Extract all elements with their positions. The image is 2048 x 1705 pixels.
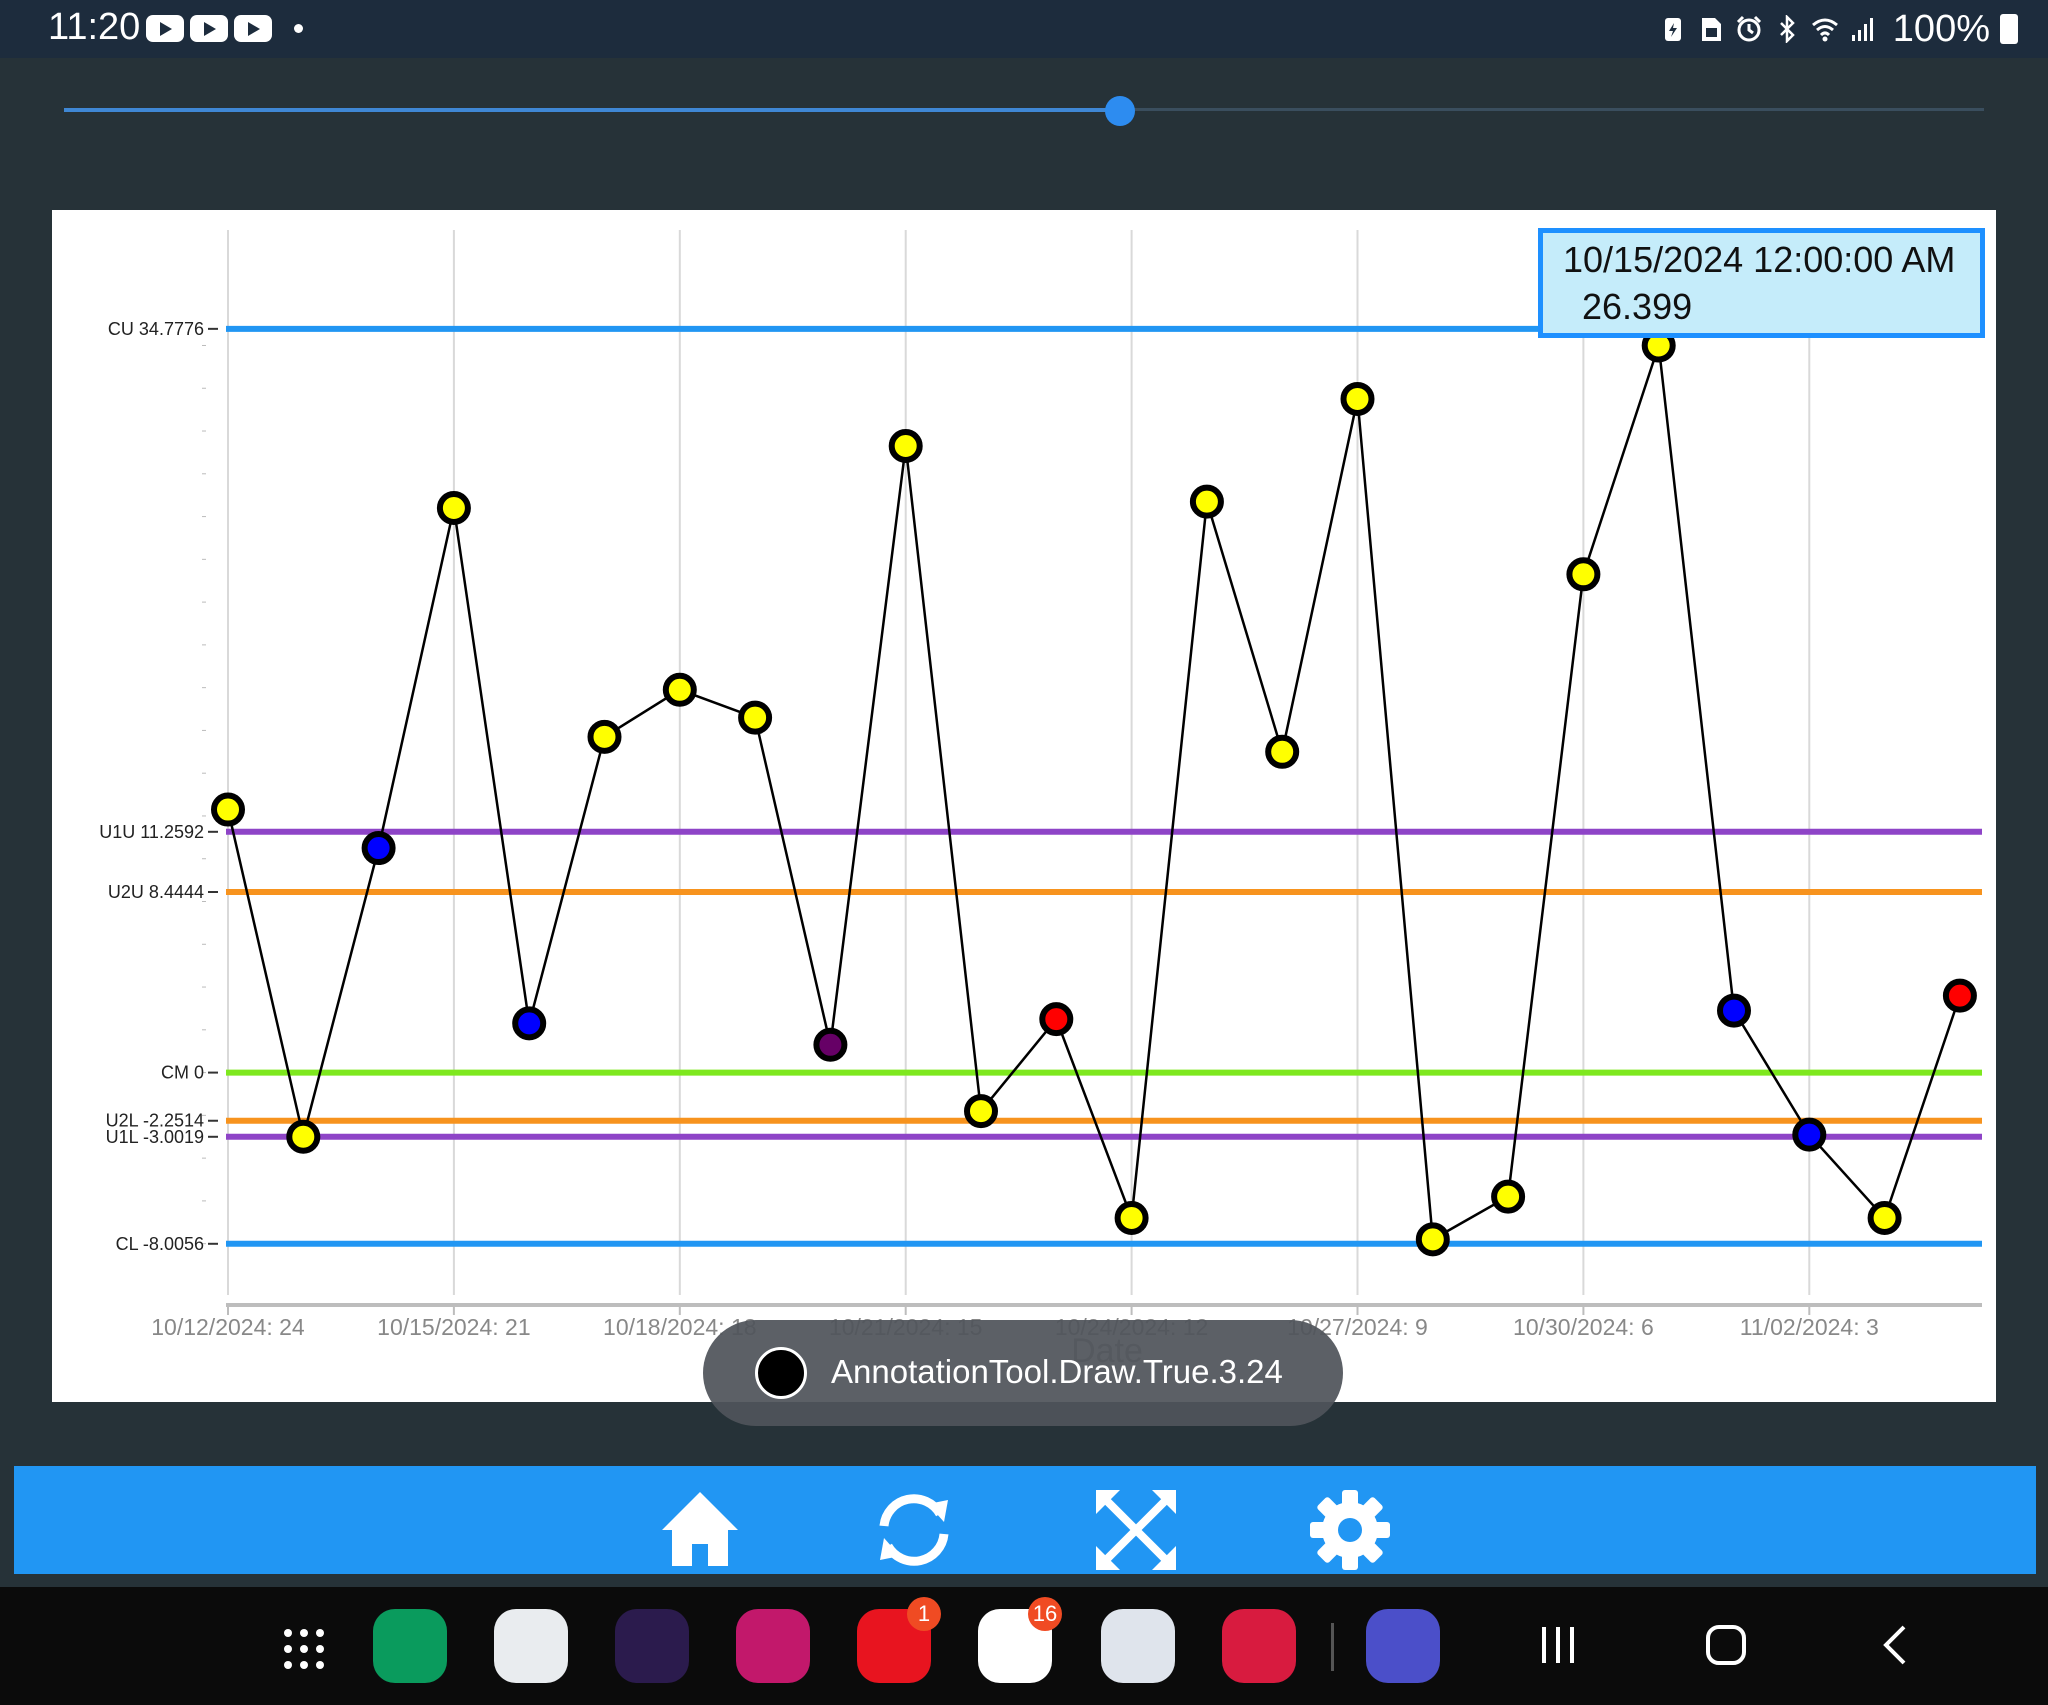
tooltip-value: 26.399: [1582, 286, 1693, 327]
data-point[interactable]: [662, 672, 697, 707]
notification-badge: 16: [1028, 1597, 1062, 1631]
data-point[interactable]: [1867, 1201, 1902, 1236]
data-point[interactable]: [1340, 381, 1375, 416]
data-point[interactable]: [738, 700, 773, 735]
status-time: 11:20: [48, 6, 141, 48]
data-point[interactable]: [1792, 1117, 1827, 1152]
x-tick-label: 11/02/2024: 3: [1740, 1314, 1879, 1340]
maps-app-icon[interactable]: [494, 1609, 568, 1683]
data-point[interactable]: [1265, 734, 1300, 769]
battery-icon: [2000, 14, 2018, 44]
data-point[interactable]: [813, 1027, 848, 1062]
control-line-label: U1L -3.0019: [106, 1127, 204, 1147]
home-icon[interactable]: [656, 1486, 744, 1574]
control-line-label: U2L -2.2514: [106, 1111, 204, 1131]
control-line-label: U2U 8.4444: [108, 882, 204, 902]
settings-icon[interactable]: [1306, 1486, 1394, 1574]
back-icon[interactable]: [1874, 1623, 1918, 1667]
data-point[interactable]: [964, 1094, 998, 1129]
phone-app-icon[interactable]: [373, 1609, 447, 1683]
messages-app-icon[interactable]: [1101, 1609, 1175, 1683]
control-chart-panel: CU 34.7776 U1U 11.2592 U2U 8.4444 CM 0 U2L -…: [52, 210, 1996, 1402]
tooltip-date: 10/15/2024 12:00:00 AM: [1563, 239, 1956, 280]
fullscreen-icon[interactable]: [1092, 1486, 1180, 1574]
youtube-notification-icon: [234, 15, 272, 42]
camera-app-icon[interactable]: [1222, 1609, 1296, 1683]
control-chart[interactable]: CU 34.7776 U1U 11.2592 U2U 8.4444 CM 0 U2L -…: [52, 210, 1996, 1402]
app-drawer-icon[interactable]: [282, 1627, 326, 1671]
data-point[interactable]: [211, 792, 245, 827]
control-line-label: U1U 11.2592: [99, 822, 204, 842]
notification-badge: 1: [907, 1597, 941, 1631]
data-point[interactable]: [286, 1119, 321, 1154]
bottom-toolbar: [14, 1466, 2036, 1574]
gallery-app-icon[interactable]: [736, 1609, 810, 1683]
control-line-label: CU 34.7776: [108, 319, 204, 339]
refresh-icon[interactable]: [870, 1486, 958, 1574]
app-folder-icon[interactable]: 1: [857, 1597, 941, 1683]
data-point[interactable]: [512, 1006, 547, 1041]
x-tick-label: 10/12/2024: 24: [151, 1314, 305, 1340]
data-point[interactable]: [1566, 557, 1601, 592]
control-line-label: CL -8.0056: [116, 1234, 204, 1254]
control-line-label: CM 0: [161, 1063, 204, 1083]
app-icon: [755, 1347, 807, 1399]
x-tick-label: 10/30/2024: 6: [1513, 1314, 1654, 1340]
data-point[interactable]: [1189, 484, 1224, 519]
x-tick-label: 10/15/2024: 21: [377, 1314, 530, 1340]
dock-divider: [1331, 1623, 1334, 1671]
time-range-slider[interactable]: [64, 96, 1984, 126]
toast-message: AnnotationTool.Draw.True.3.24: [703, 1320, 1343, 1426]
toast-text: AnnotationTool.Draw.True.3.24: [831, 1353, 1283, 1390]
data-point[interactable]: [436, 491, 471, 526]
clock-app-icon[interactable]: [1366, 1609, 1440, 1683]
data-point[interactable]: [1717, 993, 1751, 1028]
youtube-notification-icon: [190, 15, 228, 42]
data-point[interactable]: [1942, 978, 1977, 1013]
series-line: [226, 345, 1962, 1242]
data-point-tooltip: 10/15/2024 12:00:00 AM 26.399: [1538, 228, 1985, 338]
navigation-bar: 1 16: [0, 1587, 2048, 1705]
slider-thumb[interactable]: [1105, 96, 1135, 126]
data-point[interactable]: [1114, 1201, 1149, 1236]
recent-apps-icon[interactable]: [1536, 1623, 1580, 1667]
slider-fill: [64, 108, 1120, 112]
data-point[interactable]: [1491, 1179, 1526, 1214]
battery-percentage: 100%: [1892, 7, 1990, 50]
youtube-app-icon[interactable]: 16: [978, 1597, 1062, 1683]
home-nav-icon[interactable]: [1704, 1623, 1748, 1667]
data-point[interactable]: [587, 719, 622, 754]
data-point[interactable]: [888, 428, 923, 463]
sim-icon: [1701, 18, 1721, 41]
bluetooth-icon: [1779, 15, 1795, 43]
battery-saver-icon: [1664, 18, 1681, 41]
data-point[interactable]: [361, 831, 396, 866]
data-point[interactable]: [1039, 1002, 1074, 1037]
wifi-icon: [1811, 18, 1838, 42]
signal-icon: [1851, 18, 1873, 41]
firefox-app-icon[interactable]: [615, 1609, 689, 1683]
status-bar: 11:20 100%: [0, 0, 2048, 58]
youtube-notification-icon: [146, 15, 184, 42]
more-notifications-dot-icon: [294, 24, 303, 33]
data-point[interactable]: [1415, 1222, 1450, 1257]
alarm-icon: [1736, 15, 1761, 42]
